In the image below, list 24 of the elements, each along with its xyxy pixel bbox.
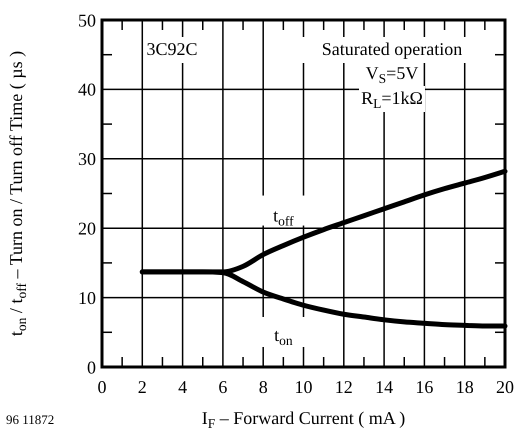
annotation: V$_{S}$=5V: [366, 63, 418, 86]
x-tick-label: 20: [496, 377, 514, 397]
annotation: R$_{L}$=1kΩ: [361, 88, 423, 112]
y-tick-label: 10: [78, 288, 96, 308]
x-tick-label: 10: [294, 377, 312, 397]
x-tick-label: 12: [334, 377, 353, 397]
x-tick-label: 16: [415, 377, 434, 397]
text: 96 11872: [6, 412, 54, 427]
series-label: t$_{off}$: [273, 206, 294, 229]
y-tick-label: 40: [78, 80, 96, 100]
annotation: Saturated operation: [322, 39, 462, 59]
x-tick-label: 6: [218, 377, 228, 397]
x-tick-label: 18: [456, 377, 474, 397]
y-tick-label: 50: [78, 10, 96, 30]
x-tick-label: 14: [375, 377, 394, 397]
series-label: t$_{on}$: [274, 324, 293, 348]
y-tick-label: 0: [87, 357, 96, 378]
y-tick-label: 20: [78, 218, 96, 238]
y-tick-label: 30: [78, 149, 96, 170]
annotation: 3C92C: [146, 39, 198, 59]
x-tick-label: 8: [258, 377, 268, 397]
x-tick-label: 4: [178, 377, 188, 397]
x-axis-title: I$_{F}$ – Forward Current ( mA ): [202, 408, 406, 432]
x-tick-label: 2: [138, 377, 147, 397]
